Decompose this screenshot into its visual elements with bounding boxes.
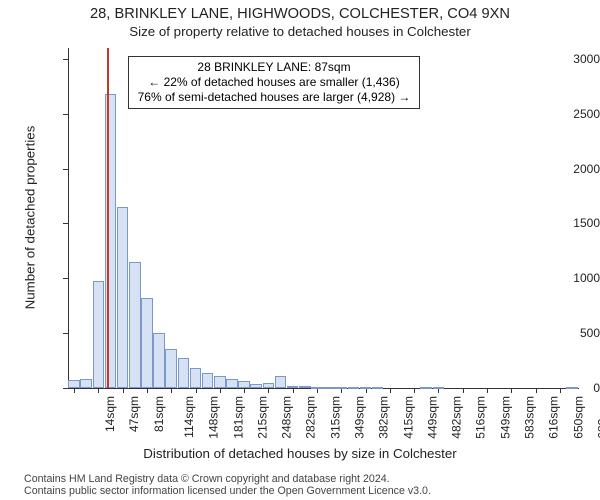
histogram-bar [141, 298, 153, 388]
x-tick-mark [390, 388, 391, 393]
x-tick-label: 415sqm [401, 396, 415, 439]
y-tick-label: 500 [544, 326, 600, 340]
x-tick-mark [123, 388, 124, 393]
y-tick-mark [63, 169, 68, 170]
histogram-bar [433, 387, 445, 389]
histogram-bar [311, 387, 323, 389]
x-tick-mark [98, 388, 99, 393]
marker-vline [107, 48, 109, 388]
y-tick-label: 1000 [544, 271, 600, 285]
x-tick-mark [560, 388, 561, 393]
histogram-bar [226, 379, 238, 388]
histogram-bar [178, 358, 190, 388]
x-tick-label: 47sqm [127, 396, 141, 432]
histogram-bar [250, 384, 262, 388]
x-tick-label: 549sqm [498, 396, 512, 439]
x-tick-label: 148sqm [207, 396, 221, 439]
x-tick-mark [293, 388, 294, 393]
x-tick-mark [487, 388, 488, 393]
chart-title-sub: Size of property relative to detached ho… [0, 24, 600, 39]
y-tick-mark [63, 223, 68, 224]
x-tick-label: 583sqm [523, 396, 537, 439]
y-tick-label: 1500 [544, 216, 600, 230]
x-tick-mark [268, 388, 269, 393]
y-tick-label: 3000 [544, 52, 600, 66]
histogram-bar [360, 387, 372, 389]
histogram-bar [190, 368, 202, 388]
x-axis-title: Distribution of detached houses by size … [0, 446, 600, 461]
histogram-bar [299, 386, 311, 388]
histogram-bar [323, 387, 335, 389]
histogram-bar [80, 379, 92, 388]
x-tick-mark [220, 388, 221, 393]
histogram-bar [566, 387, 578, 389]
x-tick-label: 382sqm [377, 396, 391, 439]
callout-box: 28 BRINKLEY LANE: 87sqm← 22% of detached… [128, 56, 420, 109]
x-tick-label: 282sqm [304, 396, 318, 439]
x-tick-label: 683sqm [595, 396, 600, 439]
x-tick-label: 181sqm [231, 396, 245, 439]
x-tick-mark [147, 388, 148, 393]
histogram-bar [238, 381, 250, 388]
x-tick-mark [171, 388, 172, 393]
histogram-bar [153, 333, 165, 388]
x-tick-label: 516sqm [474, 396, 488, 439]
histogram-bar [93, 281, 105, 388]
y-axis-title: Number of detached properties [23, 118, 38, 318]
x-tick-label: 14sqm [103, 396, 117, 432]
histogram-bar [214, 376, 226, 388]
chart-title-main: 28, BRINKLEY LANE, HIGHWOODS, COLCHESTER… [0, 6, 600, 22]
x-tick-label: 248sqm [280, 396, 294, 439]
histogram-bar [372, 387, 384, 389]
x-tick-label: 650sqm [571, 396, 585, 439]
x-tick-mark [196, 388, 197, 393]
x-tick-mark [536, 388, 537, 393]
y-tick-mark [63, 59, 68, 60]
y-tick-mark [63, 278, 68, 279]
x-tick-label: 215sqm [255, 396, 269, 439]
callout-line: 28 BRINKLEY LANE: 87sqm [135, 60, 413, 75]
x-tick-mark [414, 388, 415, 393]
histogram-bar [263, 383, 275, 388]
callout-line: ← 22% of detached houses are smaller (1,… [135, 75, 413, 90]
y-tick-label: 2000 [544, 162, 600, 176]
histogram-bar [117, 207, 129, 388]
x-tick-mark [511, 388, 512, 393]
histogram-bar [129, 262, 141, 388]
x-tick-label: 616sqm [547, 396, 561, 439]
histogram-bar [202, 373, 214, 388]
x-tick-label: 449sqm [425, 396, 439, 439]
x-tick-label: 315sqm [328, 396, 342, 439]
histogram-bar [287, 386, 299, 388]
x-tick-label: 114sqm [182, 396, 196, 438]
x-tick-label: 349sqm [353, 396, 367, 439]
x-tick-mark [74, 388, 75, 393]
histogram-bar [335, 387, 347, 389]
y-tick-mark [63, 388, 68, 389]
histogram-bar [420, 387, 432, 389]
histogram-bar [348, 387, 360, 389]
y-tick-mark [63, 114, 68, 115]
x-tick-mark [244, 388, 245, 393]
histogram-chart: 28, BRINKLEY LANE, HIGHWOODS, COLCHESTER… [0, 0, 600, 500]
footer-line: Contains public sector information licen… [24, 485, 431, 497]
y-tick-mark [63, 333, 68, 334]
y-tick-label: 2500 [544, 107, 600, 121]
x-tick-mark [463, 388, 464, 393]
callout-line: 76% of semi-detached houses are larger (… [135, 90, 413, 105]
histogram-bar [275, 376, 287, 388]
x-tick-label: 81sqm [152, 396, 166, 432]
histogram-bar [165, 349, 177, 388]
footer-line: Contains HM Land Registry data © Crown c… [24, 473, 390, 485]
histogram-bar [68, 380, 80, 388]
x-tick-label: 482sqm [450, 396, 464, 439]
